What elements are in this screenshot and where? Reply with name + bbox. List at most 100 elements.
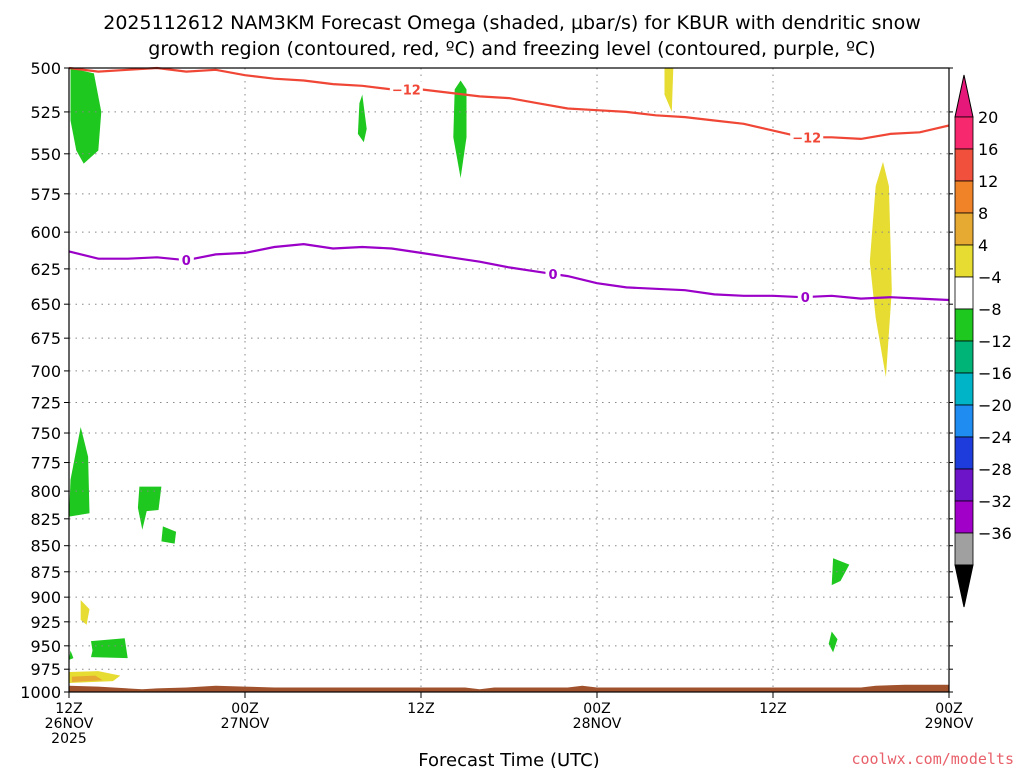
omega-region-12 — [869, 161, 892, 378]
y-tick-label-550: 550 — [30, 145, 61, 164]
colorbar-segment-14 — [954, 532, 974, 566]
omega-region-2 — [357, 94, 367, 143]
colorbar-segment-1 — [954, 116, 974, 150]
y-tick-label-975: 975 — [30, 660, 61, 679]
y-tick-label-525: 525 — [30, 103, 61, 122]
x-tick-label-2-1: 12Z — [407, 701, 434, 717]
credit-text: coolwx.com/modelts — [851, 750, 1014, 768]
omega-region-6 — [161, 526, 177, 544]
colorbar-label-6: −4 — [978, 268, 1002, 287]
colorbar-top-arrow — [954, 74, 974, 118]
colorbar-label-5: 4 — [978, 236, 988, 255]
contour-line-0 — [68, 242, 950, 302]
chart-title-line-2: growth region (contoured, red, ºC) and f… — [148, 38, 875, 60]
colorbar-segment-12 — [954, 468, 974, 502]
y-tick-label-1000: 1000 — [20, 683, 61, 702]
colorbar-segment-11 — [954, 436, 974, 470]
x-tick-label-0-1: 12Z — [55, 701, 82, 717]
y-tick-label-650: 650 — [30, 295, 61, 314]
x-tick-label-3-2: 28NOV — [573, 716, 622, 732]
y-tick-label-875: 875 — [30, 563, 61, 582]
y-tick-label-700: 700 — [30, 362, 61, 381]
terrain-layer — [69, 684, 949, 692]
colorbar-bottom-arrow — [954, 564, 974, 608]
y-tick-label-750: 750 — [30, 424, 61, 443]
y-tick-label-800: 800 — [30, 482, 61, 501]
colorbar-label-4: 8 — [978, 204, 988, 223]
omega-region-4 — [69, 427, 90, 517]
contour-label-bg-0-2 — [797, 289, 813, 305]
omega-region-10 — [69, 650, 74, 660]
colorbar-segment-9 — [954, 372, 974, 406]
colorbar-label-1: 20 — [978, 108, 998, 127]
y-tick-label-725: 725 — [30, 393, 61, 412]
x-tick-label-1-2: 27NOV — [221, 716, 270, 732]
colorbar-label-9: −16 — [978, 364, 1012, 383]
omega-region-8 — [828, 631, 838, 653]
x-tick-label-0-3: 2025 — [51, 731, 87, 747]
colorbar-segment-8 — [954, 340, 974, 374]
omega-region-1 — [70, 68, 102, 164]
colorbar-label-14: −36 — [978, 524, 1012, 543]
colorbar-label-8: −12 — [978, 332, 1012, 351]
colorbar-segment-6 — [954, 276, 974, 310]
contour-label-0-1: 0 — [548, 268, 557, 283]
contour-label--12-1: −12 — [792, 131, 821, 146]
y-tick-label-625: 625 — [30, 260, 61, 279]
y-tick-label-925: 925 — [30, 613, 61, 632]
contour-line--12 — [68, 66, 950, 141]
y-tick-label-575: 575 — [30, 185, 61, 204]
x-tick-label-1-1: 00Z — [231, 701, 258, 717]
x-tick-label-0-2: 26NOV — [45, 716, 94, 732]
x-tick-label-3-1: 00Z — [583, 701, 610, 717]
colorbar-label-10: −20 — [978, 396, 1012, 415]
colorbar-segment-3 — [954, 180, 974, 214]
colorbar-label-13: −32 — [978, 492, 1012, 511]
pressure-axis: 500 525 550 575 600 625 650 675 700 725 750 775 800 8… — [20, 59, 953, 702]
y-tick-label-825: 825 — [30, 510, 61, 529]
colorbar-segment-5 — [954, 244, 974, 278]
contour-label-0-2: 0 — [801, 291, 810, 306]
omega-region-7 — [831, 558, 850, 586]
y-tick-label-675: 675 — [30, 329, 61, 348]
x-tick-label-5-2: 29NOV — [925, 716, 974, 732]
x-tick-label-4-1: 12Z — [759, 701, 786, 717]
omega-region-9 — [91, 638, 128, 659]
contour-label-0-0: 0 — [182, 254, 191, 269]
x-tick-label-5-1: 00Z — [935, 701, 962, 717]
omega-region-5 — [137, 486, 162, 530]
omega-region-3 — [453, 80, 467, 178]
colorbar: 20 16 12 8 4 −4 −8 −12 −16 −20 −24 −28 −32 −36 — [954, 74, 1012, 608]
colorbar-segment-2 — [954, 148, 974, 182]
colorbar-segment-13 — [954, 500, 974, 534]
omega-shading-layer — [69, 68, 892, 683]
plot-frame — [68, 67, 950, 693]
y-tick-label-775: 775 — [30, 454, 61, 473]
colorbar-label-7: −8 — [978, 300, 1002, 319]
contour-label-bg-0-1 — [545, 265, 561, 281]
y-tick-label-500: 500 — [30, 59, 61, 78]
colorbar-label-3: 12 — [978, 172, 998, 191]
omega-region-15 — [71, 675, 103, 682]
colorbar-label-12: −28 — [978, 460, 1012, 479]
contour-label-bg--12-1 — [790, 129, 824, 145]
chart-title-line-1: 2025112612 NAM3KM Forecast Omega (shaded… — [103, 12, 921, 34]
contour-label-bg--12-0 — [389, 81, 423, 97]
terrain-fill — [69, 684, 949, 692]
y-tick-label-950: 950 — [30, 637, 61, 656]
gridlines — [69, 68, 949, 692]
omega-region-11 — [664, 68, 674, 112]
x-axis-label: Forecast Time (UTC) — [418, 750, 599, 768]
colorbar-segment-7 — [954, 308, 974, 342]
colorbar-label-11: −24 — [978, 428, 1012, 447]
colorbar-segment-4 — [954, 212, 974, 246]
colorbar-label-2: 16 — [978, 140, 998, 159]
contour-label--12-0: −12 — [392, 83, 421, 98]
y-tick-label-600: 600 — [30, 223, 61, 242]
y-tick-label-900: 900 — [30, 588, 61, 607]
omega-region-13 — [80, 600, 90, 625]
contour-label-bg-0-0 — [178, 252, 194, 268]
contour-lines: −12 −12 0 0 0 — [68, 66, 950, 306]
